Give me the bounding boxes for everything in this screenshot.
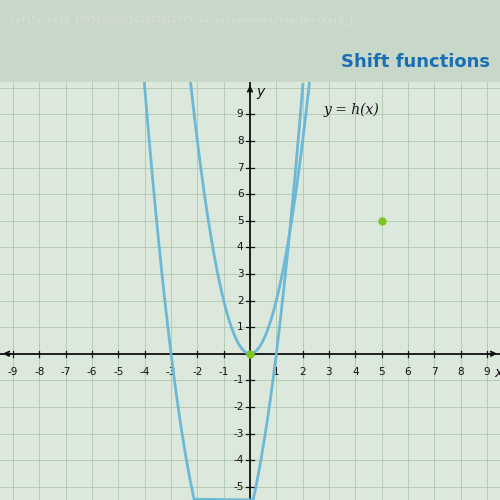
Text: 6: 6 [404, 367, 411, 377]
Text: 1: 1 [273, 367, 280, 377]
Text: -1: -1 [218, 367, 229, 377]
Text: 8: 8 [457, 367, 464, 377]
Text: -5: -5 [113, 367, 124, 377]
Text: -4: -4 [233, 455, 243, 465]
Text: 7: 7 [431, 367, 438, 377]
Text: -7: -7 [60, 367, 71, 377]
Text: 3: 3 [237, 269, 244, 279]
Text: 9: 9 [484, 367, 490, 377]
Text: 1: 1 [237, 322, 244, 332]
Text: -9: -9 [8, 367, 18, 377]
Text: -4: -4 [140, 367, 150, 377]
Text: 2: 2 [237, 296, 244, 306]
Text: 8: 8 [237, 136, 244, 146]
Text: y: y [256, 85, 265, 99]
Text: 5: 5 [378, 367, 385, 377]
Text: 2: 2 [300, 367, 306, 377]
Text: -1: -1 [233, 376, 243, 386]
Text: -3: -3 [166, 367, 176, 377]
Text: Shift functions: Shift functions [341, 53, 490, 71]
Text: 5: 5 [237, 216, 244, 226]
Text: -3: -3 [233, 428, 243, 438]
Text: -2: -2 [192, 367, 202, 377]
Text: 4: 4 [237, 242, 244, 252]
Text: -5: -5 [233, 482, 243, 492]
Text: -2: -2 [233, 402, 243, 412]
Text: 3: 3 [326, 367, 332, 377]
Text: -6: -6 [87, 367, 98, 377]
Text: 7: 7 [237, 162, 244, 172]
Text: x: x [494, 366, 500, 380]
Text: y = h(x): y = h(x) [324, 103, 380, 118]
Text: 4: 4 [352, 367, 358, 377]
Text: 6: 6 [237, 189, 244, 199]
Text: rofile/kaid_1595506605143974812775 44/assignments/teacher/kaid_1:: rofile/kaid_1595506605143974812775 44/as… [10, 16, 360, 25]
Text: -8: -8 [34, 367, 44, 377]
Text: 9: 9 [237, 110, 244, 120]
